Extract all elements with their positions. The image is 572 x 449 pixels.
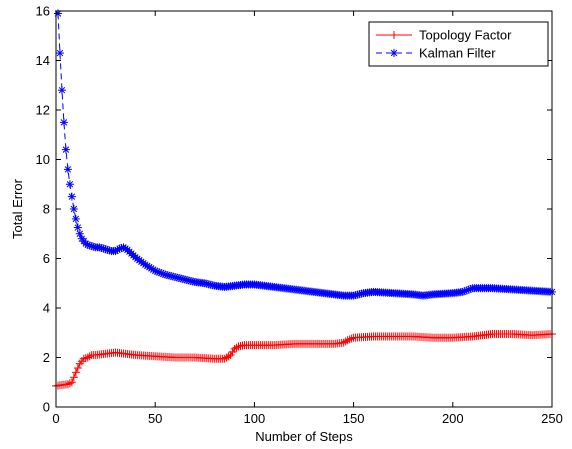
x-tick-label: 0: [52, 411, 59, 426]
legend-label: Topology Factor: [419, 28, 512, 43]
data-point: [69, 205, 78, 213]
data-point: [65, 180, 74, 189]
legend-entry: Topology Factor: [376, 28, 512, 43]
y-axis-label: Total Error: [10, 178, 25, 239]
legend-box: [368, 21, 549, 67]
data-point: [232, 343, 241, 352]
data-point: [71, 368, 80, 377]
y-tick-label: 14: [36, 53, 50, 68]
data-point: [341, 337, 350, 346]
data-point: [67, 192, 76, 201]
data-point: [55, 49, 64, 58]
legend-label: Kalman Filter: [419, 46, 496, 61]
series-1: [53, 9, 556, 300]
series-layer: [52, 9, 556, 390]
y-tick-label: 2: [43, 350, 50, 365]
x-tick-label: 100: [244, 411, 266, 426]
data-point: [73, 364, 82, 373]
x-tick-label: 250: [541, 411, 563, 426]
data-point: [79, 354, 88, 363]
data-point: [224, 352, 233, 361]
legend-entry: Kalman Filter: [376, 46, 496, 61]
axis-ticks: 0 50 100 150 200 250 0 2 4 6 8 10 12 14 16: [36, 4, 563, 427]
legend-marker: [390, 49, 398, 57]
y-tick-label: 10: [36, 152, 50, 167]
data-point: [57, 86, 66, 95]
legend: Topology Factor Kalman Filter: [368, 21, 549, 67]
data-point: [61, 145, 70, 154]
y-tick-label: 8: [43, 202, 50, 217]
data-point: [63, 380, 72, 389]
data-point: [73, 223, 82, 232]
data-point: [69, 373, 78, 382]
x-tick-label: 50: [148, 411, 162, 426]
data-point: [345, 335, 354, 344]
data-point: [63, 165, 72, 174]
data-point: [65, 379, 74, 388]
x-tick-label: 200: [442, 411, 464, 426]
y-tick-label: 4: [43, 301, 50, 316]
y-tick-label: 0: [43, 400, 50, 415]
x-axis-label: Number of Steps: [255, 429, 353, 444]
y-tick-label: 16: [36, 4, 50, 19]
x-tick-label: 150: [343, 411, 365, 426]
data-point: [347, 334, 356, 343]
y-tick-label: 12: [36, 103, 50, 118]
data-point: [343, 336, 352, 345]
data-point: [59, 118, 68, 127]
y-tick-label: 6: [43, 251, 50, 266]
data-point: [67, 378, 76, 387]
data-point: [81, 354, 90, 363]
data-point: [71, 214, 80, 223]
legend-marker: [390, 31, 398, 39]
series-0: [52, 329, 556, 390]
data-point: [85, 352, 94, 361]
